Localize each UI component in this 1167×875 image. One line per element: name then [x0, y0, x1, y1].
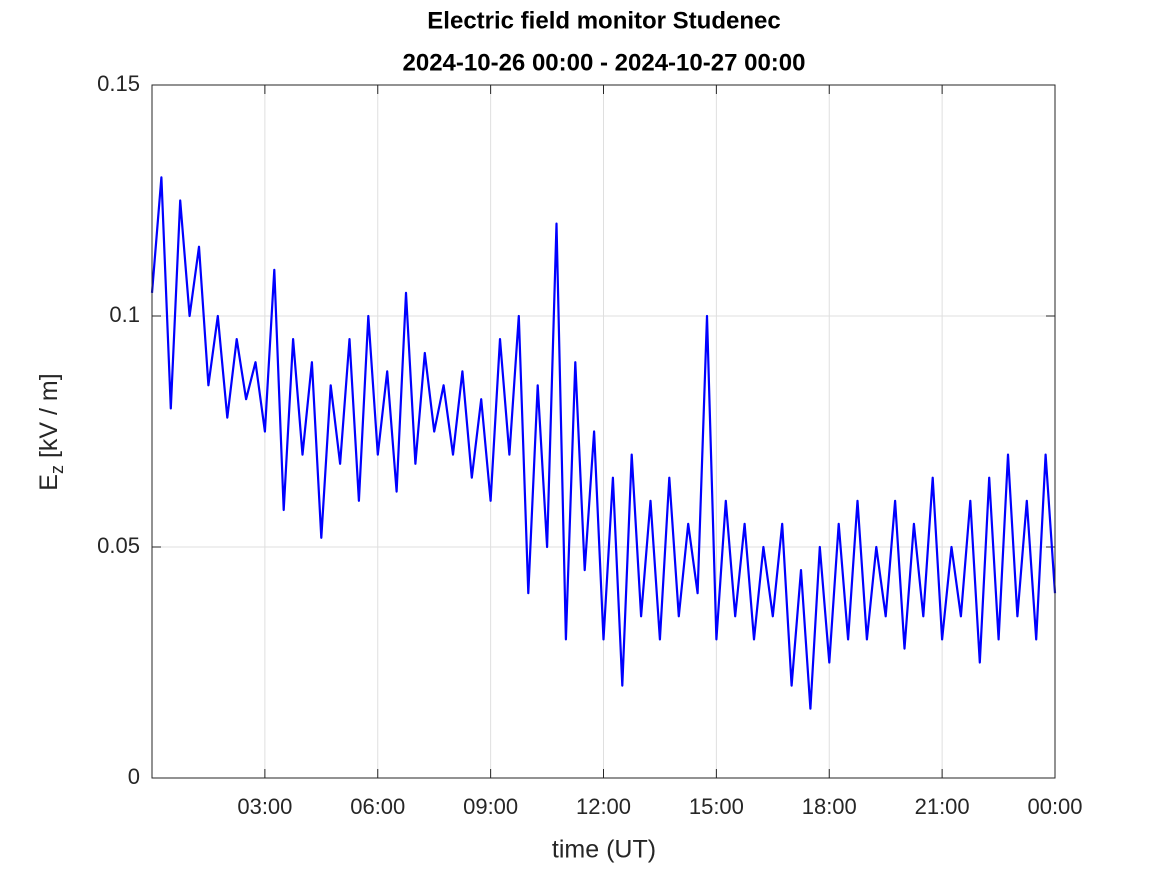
x-tick-label: 09:00 — [463, 794, 518, 819]
x-tick-label: 21:00 — [915, 794, 970, 819]
x-tick-label: 12:00 — [576, 794, 631, 819]
y-tick-label: 0.1 — [109, 302, 140, 327]
y-tick-label: 0.15 — [97, 71, 140, 96]
x-tick-label: 00:00 — [1027, 794, 1082, 819]
x-tick-label: 15:00 — [689, 794, 744, 819]
data-line — [150, 176, 1057, 710]
plot-frame — [151, 84, 1056, 779]
y-label-unit: [kV / m] — [35, 373, 63, 465]
y-tick-label: 0 — [128, 764, 140, 789]
x-axis-label: time (UT) — [552, 836, 656, 864]
y-tick-label: 0.05 — [97, 533, 140, 558]
y-axis-label: Ez [kV / m] — [35, 373, 67, 490]
x-tick-label: 06:00 — [350, 794, 405, 819]
y-label-sub: z — [47, 465, 67, 474]
x-tick-label: 18:00 — [802, 794, 857, 819]
y-label-main: E — [35, 474, 63, 491]
chart-title: Electric field monitor Studenec — [427, 7, 780, 34]
x-tick-label: 03:00 — [237, 794, 292, 819]
chart-subtitle: 2024-10-26 00:00 - 2024-10-27 00:00 — [403, 49, 806, 76]
